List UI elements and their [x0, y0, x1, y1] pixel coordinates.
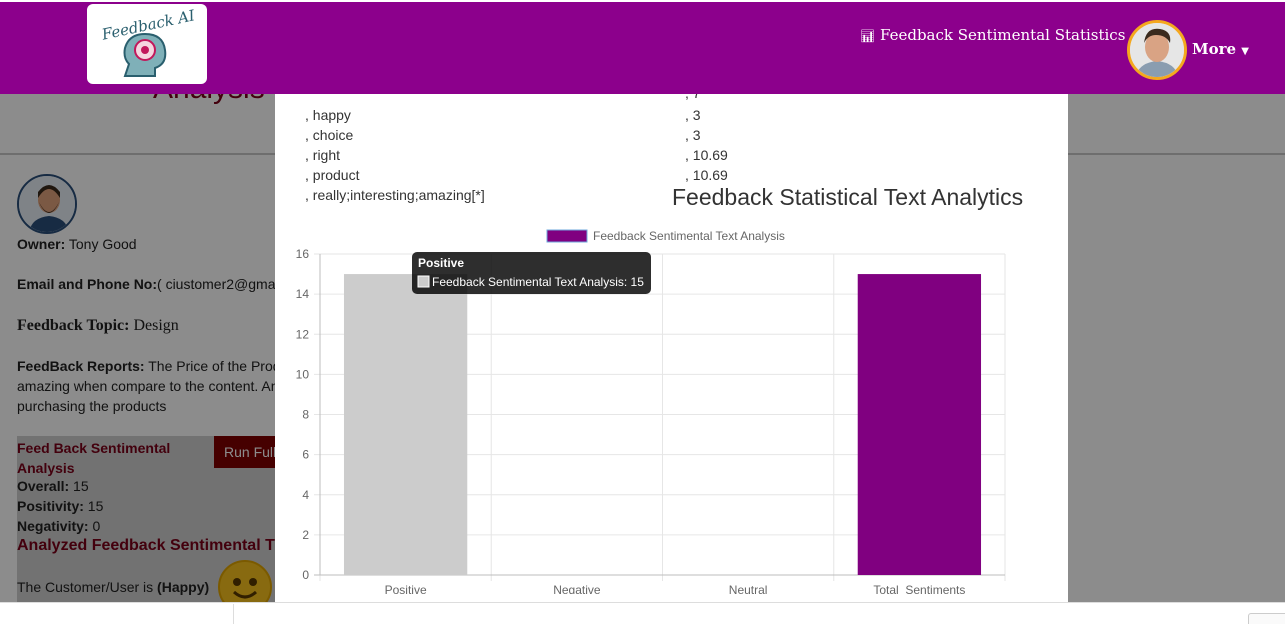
owner-avatar [17, 174, 77, 234]
keyword-item: , right [305, 147, 341, 163]
keyword-item: , product [305, 167, 360, 183]
tooltip-title: Positive [418, 256, 464, 270]
statistics-modal: , 7 , happy , choice , right , product ,… [275, 94, 1068, 602]
bar-positive[interactable] [343, 274, 468, 575]
user-photo-icon [1130, 23, 1184, 77]
value-item: , 10.69 [685, 147, 728, 163]
bottom-bar [0, 602, 1285, 624]
tooltip-body: Feedback Sentimental Text Analysis: 15 [432, 275, 644, 289]
value-item: , 3 [685, 107, 701, 123]
person-icon [19, 176, 75, 232]
bottom-divider [233, 604, 234, 624]
top-navbar: Feedback AI 📊︎ Feedback Sentimental Stat… [0, 0, 1285, 94]
reports-line-1: FeedBack Reports: The Price of the Prod [17, 358, 281, 374]
customer-line: The Customer/User is (Happy) [17, 579, 210, 595]
y-tick-label: 8 [302, 408, 309, 422]
y-tick-label: 4 [302, 488, 309, 502]
chart-title: Feedback Statistical Text Analytics [672, 184, 1024, 210]
y-tick-label: 12 [296, 327, 310, 341]
positivity-line: Positivity: 15 [17, 498, 104, 514]
legend-label: Feedback Sentimental Text Analysis [593, 229, 785, 243]
more-dropdown[interactable]: More ▼ [1192, 40, 1249, 58]
statistics-nav-link[interactable]: 📊︎ Feedback Sentimental Statistics [860, 26, 1126, 44]
keyword-item: , really;interesting;amazing[*] [305, 187, 485, 203]
value-item: , 10.69 [685, 167, 728, 183]
y-tick-label: 14 [296, 287, 310, 301]
brain-head-icon [123, 32, 167, 77]
keyword-item: , choice [305, 127, 354, 143]
x-tick-label: Neutral [729, 583, 768, 594]
reports-line-3: purchasing the products [17, 398, 167, 414]
x-tick-label: Positive [385, 583, 427, 594]
bottom-control[interactable] [1248, 613, 1285, 624]
y-tick-label: 16 [296, 247, 310, 261]
negativity-line: Negativity: 0 [17, 518, 101, 534]
y-tick-label: 10 [296, 367, 310, 381]
x-tick-label: Negative [553, 583, 601, 594]
keyword-item: , happy [305, 107, 351, 123]
run-full-button[interactable]: Run Full [214, 436, 284, 468]
tooltip-box [412, 252, 651, 294]
user-avatar[interactable] [1127, 20, 1187, 80]
email-line: Email and Phone No:( ciustomer2@gma [17, 276, 276, 292]
reports-line-2: amazing when compare to the content. An [17, 378, 279, 394]
tooltip-swatch [417, 275, 430, 288]
owner-line: Owner: Tony Good [17, 236, 137, 252]
value-item: , 3 [685, 127, 701, 143]
caret-down-icon: ▼ [1241, 46, 1249, 57]
y-tick-label: 0 [302, 568, 309, 582]
bar-chart-icon: 📊︎ [860, 29, 876, 43]
logo[interactable]: Feedback AI [87, 4, 207, 84]
bar-total_sentiments[interactable] [857, 274, 982, 575]
bar-chart[interactable]: 0 2 4 6 8 10 12 14 16 Positive Negative Neutral Tota… [275, 224, 1068, 594]
overall-line: Overall: 15 [17, 478, 89, 494]
topic-line: Feedback Topic: Design [17, 317, 179, 334]
analyzed-heading: Analyzed Feedback Sentimental T [17, 537, 275, 554]
y-tick-label: 6 [302, 448, 309, 462]
sentiment-heading: Feed Back Sentimental Analysis [17, 440, 171, 476]
legend-swatch [546, 229, 588, 243]
value-item: , 7 [685, 94, 701, 101]
x-tick-label: Total_Sentiments [873, 583, 965, 594]
y-tick-label: 2 [302, 528, 309, 542]
